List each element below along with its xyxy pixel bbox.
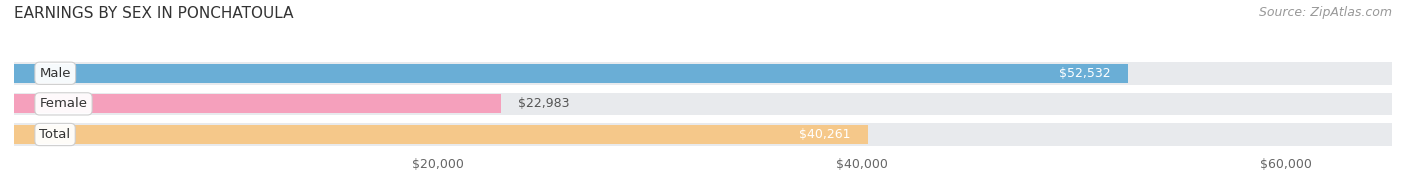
- Text: EARNINGS BY SEX IN PONCHATOULA: EARNINGS BY SEX IN PONCHATOULA: [14, 6, 294, 21]
- Bar: [14, 125, 868, 144]
- Text: Female: Female: [39, 97, 87, 110]
- Text: Male: Male: [39, 67, 70, 80]
- Bar: [14, 94, 502, 113]
- Bar: [14, 93, 1392, 115]
- Text: $40,261: $40,261: [799, 128, 851, 141]
- Text: Source: ZipAtlas.com: Source: ZipAtlas.com: [1258, 6, 1392, 19]
- Text: Total: Total: [39, 128, 70, 141]
- Text: $22,983: $22,983: [519, 97, 569, 110]
- Bar: [14, 123, 1392, 146]
- Bar: [14, 64, 1128, 83]
- Bar: [14, 62, 1392, 85]
- Text: $52,532: $52,532: [1059, 67, 1111, 80]
